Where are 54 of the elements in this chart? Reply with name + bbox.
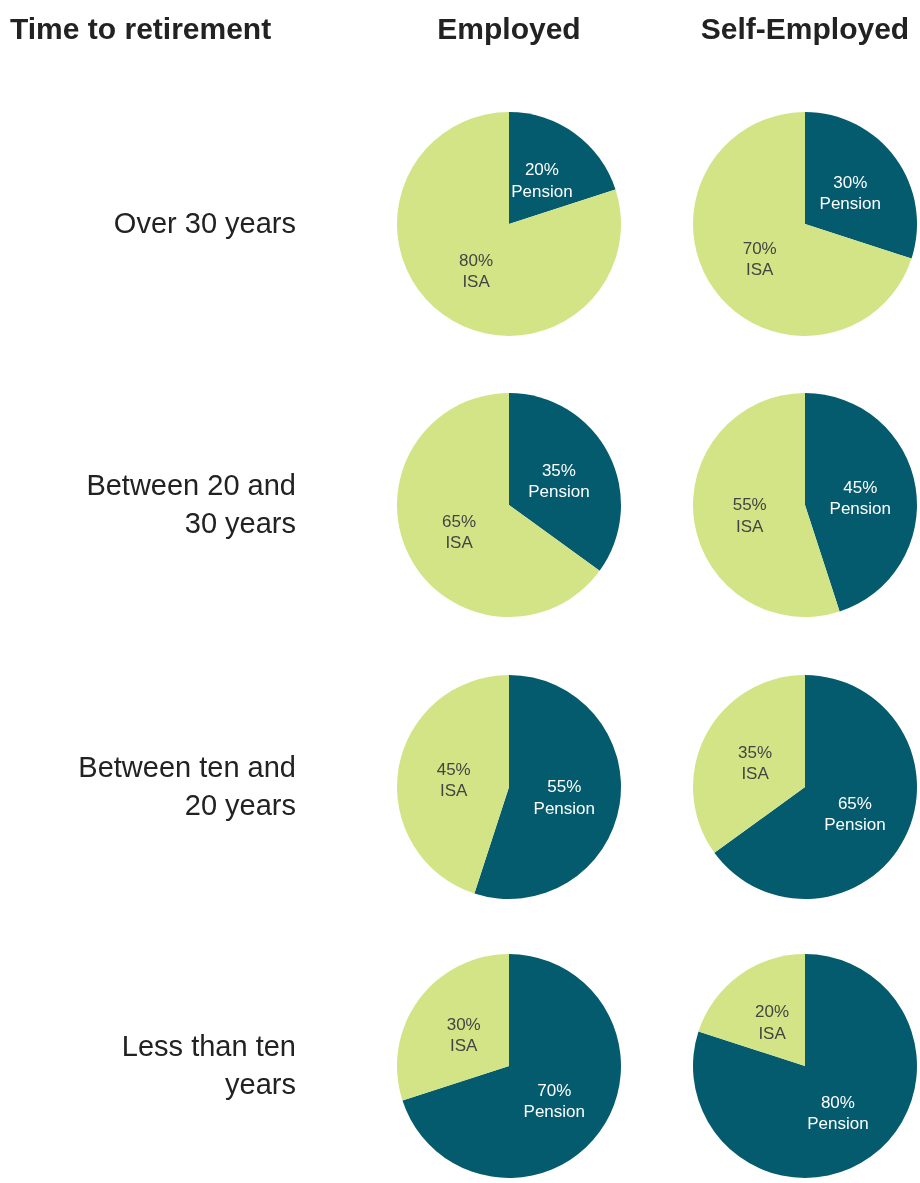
text: Time to retirement bbox=[10, 12, 272, 46]
chart-title: Employed bbox=[436, 12, 582, 46]
pie-slice bbox=[714, 675, 917, 899]
slice-label: Pension bbox=[511, 181, 573, 201]
slice-label: Pension bbox=[807, 1114, 869, 1134]
data-label: 45% bbox=[843, 477, 878, 497]
pie-slice bbox=[693, 112, 912, 336]
data-label: 30% bbox=[446, 1014, 481, 1034]
data-label: 20% bbox=[524, 160, 559, 180]
slice-label: Pension bbox=[824, 815, 886, 835]
slice-label: Pension bbox=[829, 499, 892, 519]
pie-slice bbox=[402, 954, 621, 1178]
pie-slice bbox=[397, 393, 600, 617]
text: Between 20 and 30 years bbox=[85, 468, 296, 541]
text: Between ten and 20 years bbox=[77, 750, 296, 823]
data-label: 30% bbox=[833, 172, 868, 192]
pie-slice bbox=[474, 675, 621, 899]
slice-label: Pension bbox=[533, 798, 596, 818]
data-label: 70% bbox=[537, 1080, 572, 1100]
slice-label: ISA bbox=[449, 1035, 479, 1055]
pie-slice bbox=[693, 675, 805, 853]
data-label: 65% bbox=[837, 794, 872, 814]
data-label: 65% bbox=[442, 512, 477, 532]
pie-slice bbox=[397, 112, 621, 336]
data-label: 45% bbox=[436, 759, 471, 779]
data-label: 55% bbox=[547, 777, 582, 797]
data-label: 70% bbox=[742, 238, 777, 258]
slice-label: ISA bbox=[745, 259, 775, 279]
data-label: 80% bbox=[459, 250, 494, 270]
slice-label: ISA bbox=[735, 516, 765, 536]
data-label: 80% bbox=[820, 1092, 855, 1112]
slice-label: ISA bbox=[445, 533, 474, 553]
text: Over 30 years bbox=[112, 206, 296, 242]
slice-label: Pension bbox=[819, 193, 882, 213]
pie-slice bbox=[397, 675, 509, 894]
slice-label: ISA bbox=[439, 781, 469, 801]
pie-slice bbox=[509, 393, 621, 571]
pie-slice bbox=[693, 954, 917, 1178]
pie-slice bbox=[805, 393, 917, 612]
slice-label: Pension bbox=[523, 1101, 586, 1121]
data-label: 55% bbox=[732, 495, 767, 515]
pie-slice bbox=[509, 112, 616, 224]
slice-label: ISA bbox=[758, 1023, 787, 1043]
pie-slice bbox=[397, 954, 509, 1101]
slice-label: ISA bbox=[741, 764, 770, 784]
chart-title: Self-Employed bbox=[699, 12, 911, 46]
data-label: 35% bbox=[738, 743, 773, 763]
slice-label: Pension bbox=[528, 482, 590, 502]
slice-label: ISA bbox=[462, 272, 491, 292]
data-label: 35% bbox=[541, 461, 576, 481]
text: Less than ten years bbox=[120, 1029, 296, 1102]
data-label: 20% bbox=[755, 1002, 790, 1022]
pie-slice bbox=[805, 112, 917, 259]
pie-slice bbox=[698, 954, 805, 1066]
